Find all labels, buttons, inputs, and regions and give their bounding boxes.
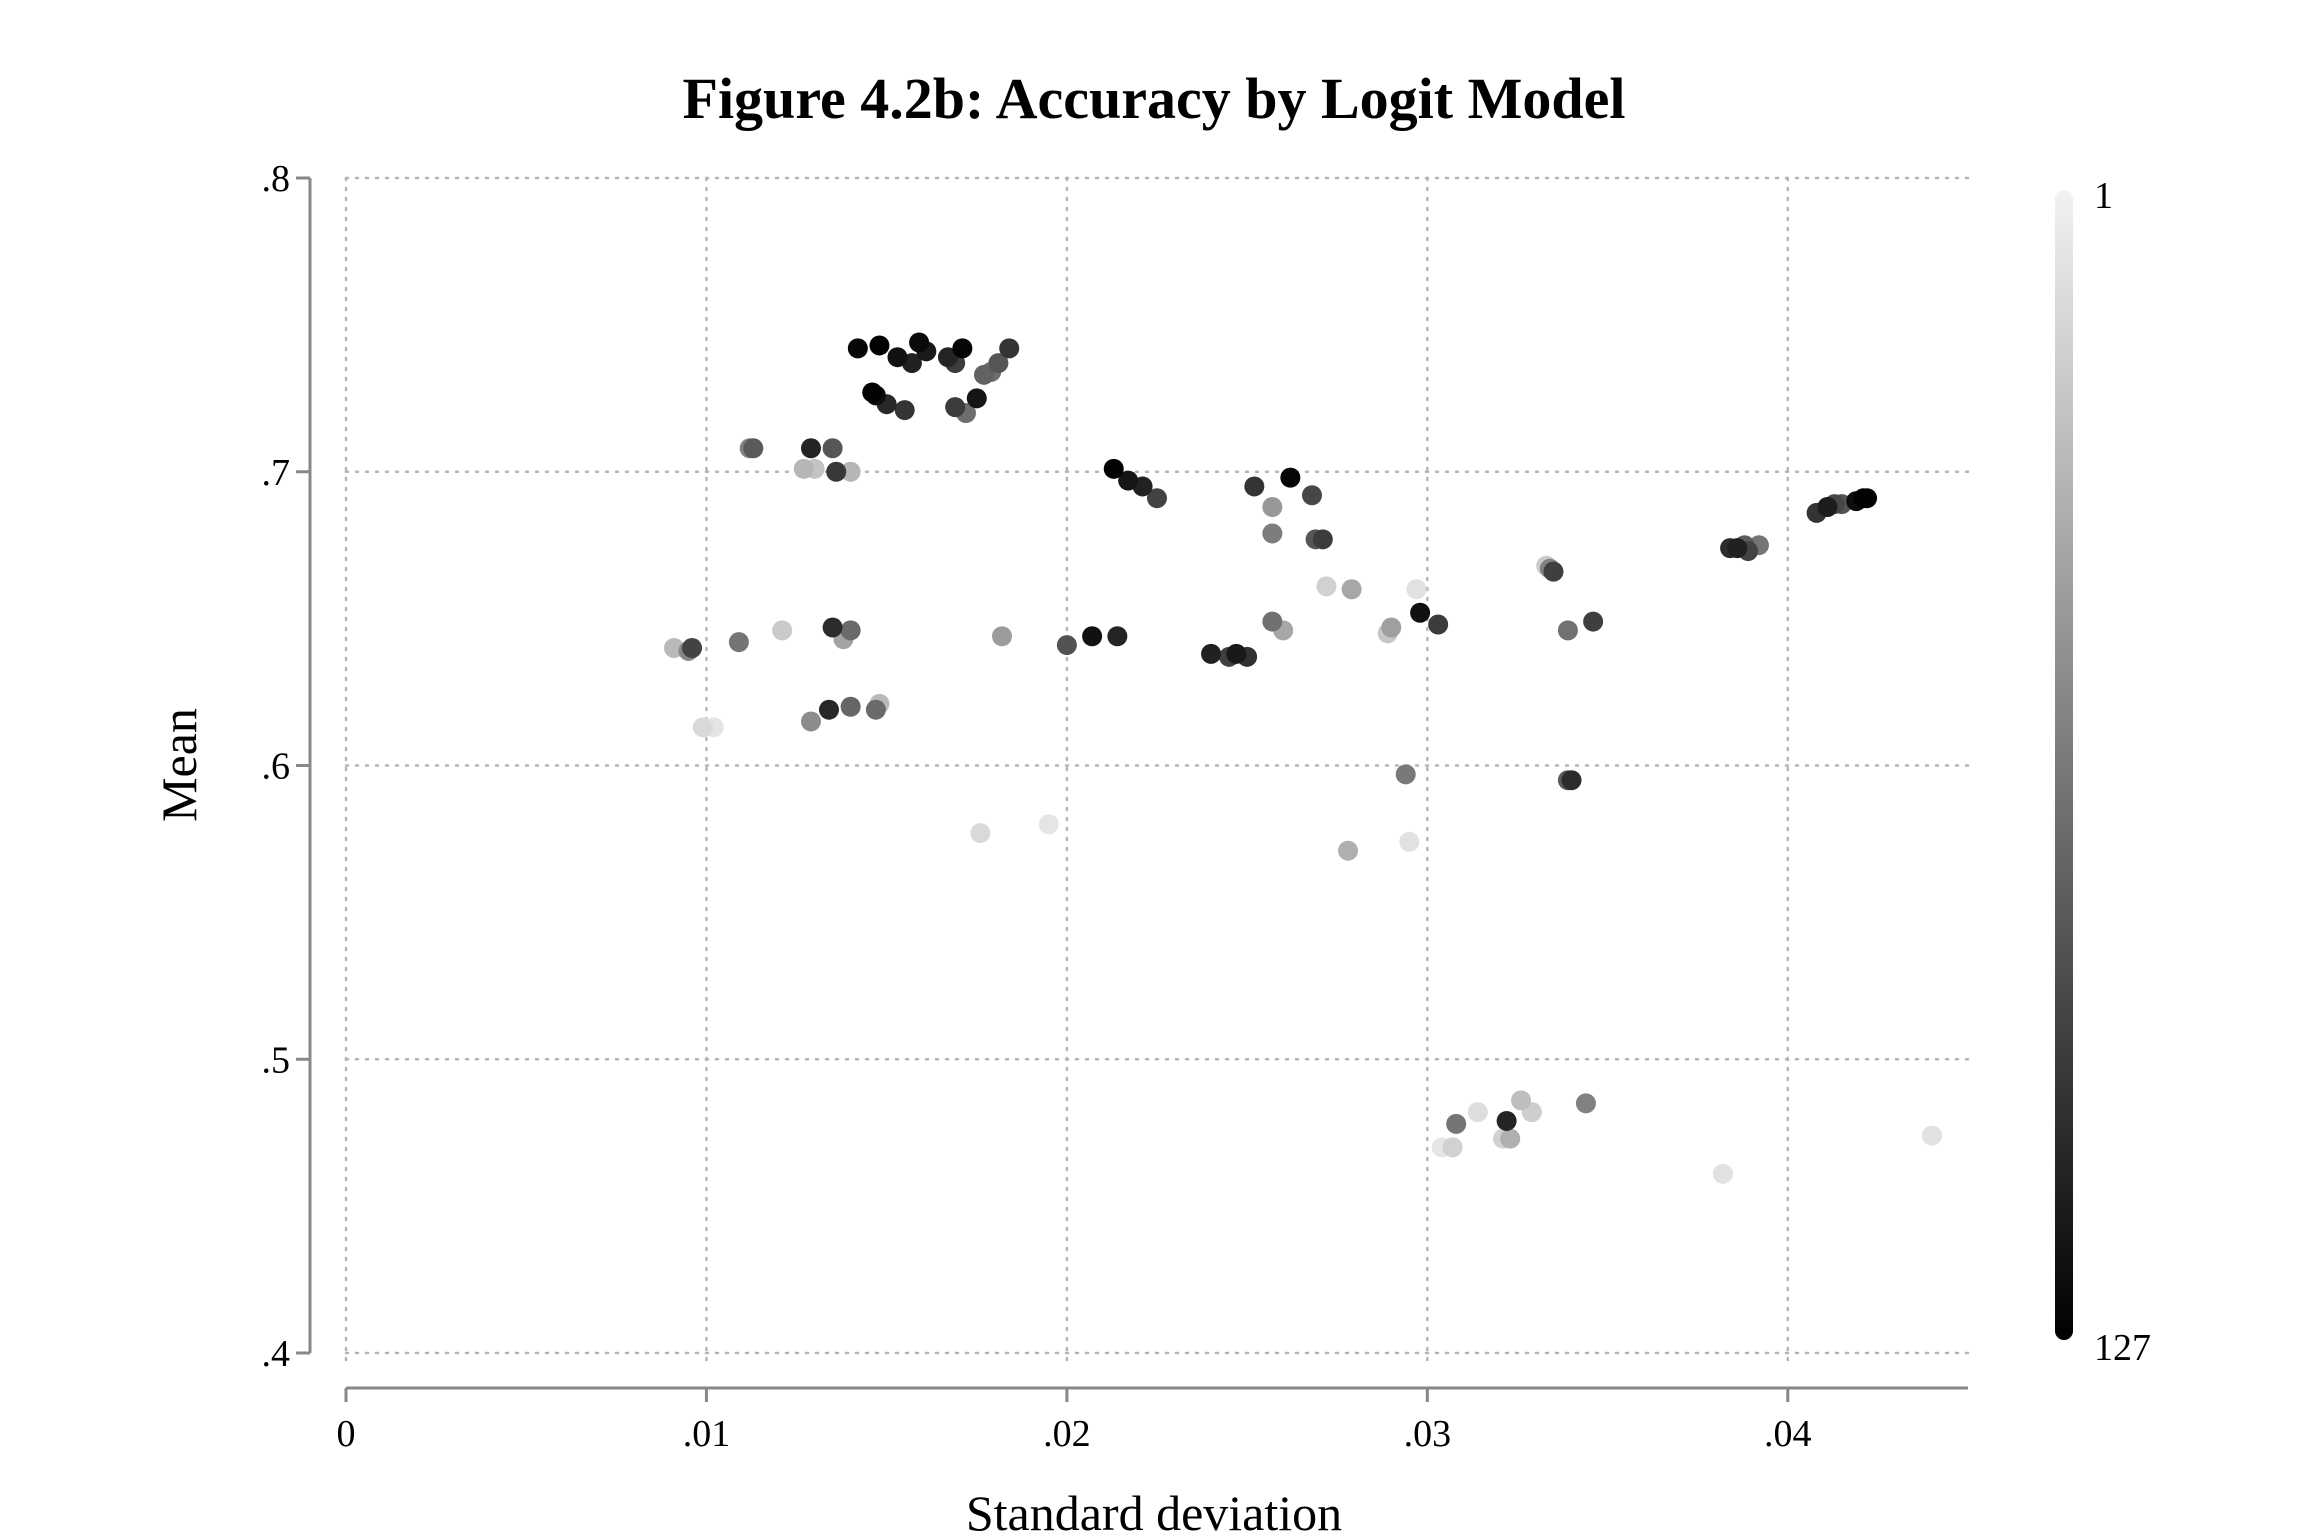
data-point bbox=[1280, 467, 1301, 488]
data-point bbox=[1118, 470, 1139, 491]
x-tick-label: .04 bbox=[1764, 1413, 1812, 1455]
data-point bbox=[988, 353, 1009, 374]
data-point bbox=[945, 397, 966, 418]
data-point bbox=[1511, 1090, 1532, 1111]
data-point bbox=[865, 699, 886, 720]
data-point bbox=[1727, 538, 1748, 559]
data-point bbox=[1817, 497, 1838, 517]
data-point bbox=[840, 620, 861, 641]
data-point bbox=[973, 364, 994, 385]
data-point bbox=[1262, 523, 1283, 544]
data-point bbox=[1446, 1113, 1467, 1134]
data-point bbox=[822, 617, 843, 638]
data-point bbox=[1496, 1110, 1517, 1131]
axes: 0 .01 .02 .03 .04 .4 .5 .6 .7 .8 bbox=[262, 158, 1968, 1455]
y-tick-label: .6 bbox=[262, 746, 291, 788]
x-axis-label: Standard deviation bbox=[966, 1485, 1342, 1538]
data-point bbox=[1712, 1163, 1733, 1184]
data-point bbox=[1103, 458, 1124, 479]
data-point bbox=[999, 338, 1020, 359]
data-point bbox=[909, 332, 930, 353]
data-point bbox=[1543, 561, 1564, 582]
data-point bbox=[887, 347, 908, 368]
data-point bbox=[822, 438, 843, 459]
x-tick-label: .03 bbox=[1404, 1413, 1452, 1455]
y-tick-label: .7 bbox=[262, 452, 291, 494]
x-tick-label: 0 bbox=[337, 1413, 356, 1455]
data-point bbox=[1147, 488, 1167, 509]
data-point bbox=[1262, 611, 1283, 632]
data-point bbox=[1575, 1093, 1596, 1114]
data-point bbox=[1341, 579, 1362, 600]
data-point bbox=[1428, 614, 1449, 635]
data-point bbox=[1557, 620, 1578, 641]
data-point bbox=[1406, 579, 1427, 600]
data-point bbox=[992, 626, 1013, 647]
data-point bbox=[1201, 643, 1222, 664]
data-point bbox=[1410, 602, 1431, 623]
y-tick-label: .5 bbox=[262, 1039, 291, 1081]
data-point bbox=[1853, 488, 1874, 509]
data-point bbox=[728, 632, 749, 653]
colorbar-max-label: 127 bbox=[2094, 1327, 2151, 1369]
data-point bbox=[1082, 626, 1103, 647]
data-point bbox=[1107, 626, 1128, 647]
data-point bbox=[772, 620, 793, 641]
data-point bbox=[894, 400, 915, 421]
data-point bbox=[1056, 635, 1077, 656]
data-point bbox=[1338, 840, 1359, 861]
data-point bbox=[952, 338, 973, 359]
chart-title: Figure 4.2b: Accuracy by Logit Model bbox=[683, 66, 1626, 131]
colorbar-min-label: 1 bbox=[2094, 175, 2113, 217]
data-point bbox=[1244, 476, 1265, 497]
data-point bbox=[1467, 1102, 1488, 1123]
data-point bbox=[1442, 1137, 1463, 1158]
data-point bbox=[1500, 1128, 1521, 1149]
data-point bbox=[1561, 770, 1582, 791]
data-point bbox=[869, 335, 890, 356]
data-point bbox=[840, 461, 861, 482]
data-point bbox=[1395, 764, 1416, 785]
data-point bbox=[862, 382, 883, 403]
data-point bbox=[826, 461, 847, 482]
data-point bbox=[1038, 814, 1059, 835]
y-tick-label: .4 bbox=[262, 1333, 291, 1375]
data-point bbox=[1921, 1125, 1942, 1146]
data-point bbox=[800, 438, 821, 459]
grid-lines bbox=[344, 176, 1970, 1365]
data-point bbox=[793, 458, 814, 479]
data-point bbox=[743, 438, 764, 459]
data-points bbox=[664, 332, 1942, 1184]
data-point bbox=[800, 711, 821, 732]
data-point bbox=[966, 388, 987, 409]
data-point bbox=[1262, 497, 1283, 517]
data-point bbox=[1381, 617, 1402, 638]
data-point bbox=[970, 823, 991, 844]
data-point bbox=[937, 347, 958, 368]
data-point bbox=[840, 696, 861, 717]
data-point bbox=[1399, 831, 1420, 852]
y-axis-label: Mean bbox=[151, 708, 207, 822]
data-point bbox=[1312, 529, 1333, 550]
data-point bbox=[682, 638, 703, 658]
x-tick-label: .02 bbox=[1043, 1413, 1091, 1455]
x-tick-label: .01 bbox=[683, 1413, 731, 1455]
data-point bbox=[1226, 643, 1247, 664]
data-point bbox=[847, 338, 868, 359]
data-point bbox=[1583, 611, 1604, 632]
colorbar-strip bbox=[2055, 190, 2073, 1340]
y-tick-label: .8 bbox=[262, 158, 291, 200]
data-point bbox=[818, 699, 839, 720]
data-point bbox=[692, 717, 713, 738]
colorbar: 1 127 bbox=[2055, 175, 2151, 1369]
data-point bbox=[1316, 576, 1337, 597]
data-point bbox=[1301, 485, 1322, 506]
